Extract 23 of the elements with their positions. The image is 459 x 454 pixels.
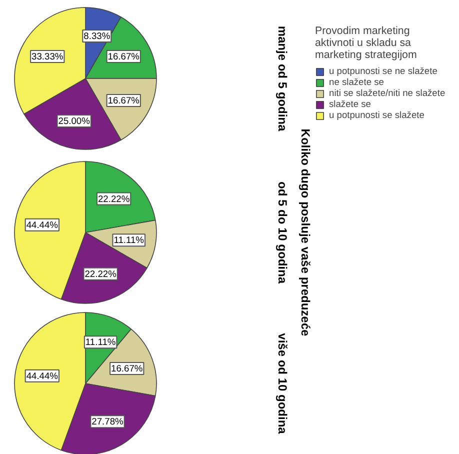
legend-label: ne slažete se [329, 77, 384, 87]
data-label: 22.22% [84, 268, 116, 279]
data-label: 16.67% [108, 51, 140, 62]
legend-title: Provodim marketing aktivnoti u skladu sa marketing strategijom [315, 25, 418, 61]
text: više od 10 godina [276, 333, 290, 434]
data-label: 25.00% [58, 116, 90, 126]
text: manje od 5 godina [276, 26, 290, 132]
text: od 5 do 10 godina [276, 181, 290, 284]
legend-label: slažete se [329, 99, 371, 109]
data-label: 44.44% [26, 370, 58, 381]
data-label: 8.33% [84, 30, 110, 41]
data-label: 33.33% [32, 51, 64, 62]
data-label: 44.44% [26, 220, 58, 230]
legend-label: u potpunosti se slažete [329, 110, 424, 120]
data-label: 22.22% [98, 194, 130, 204]
data-label: 16.67% [111, 363, 143, 374]
legend-label: niti se slažete/niti ne slažete [329, 88, 446, 98]
data-label: 11.11% [114, 235, 144, 246]
data-label: 11.11% [85, 337, 116, 348]
data-label: 16.67% [108, 96, 140, 106]
data-label: 27.78% [92, 416, 124, 427]
legend-label: u potpunosti se ne slažete [329, 66, 438, 76]
text: Koliko dugo posluje vaše preduzeće [298, 128, 312, 337]
